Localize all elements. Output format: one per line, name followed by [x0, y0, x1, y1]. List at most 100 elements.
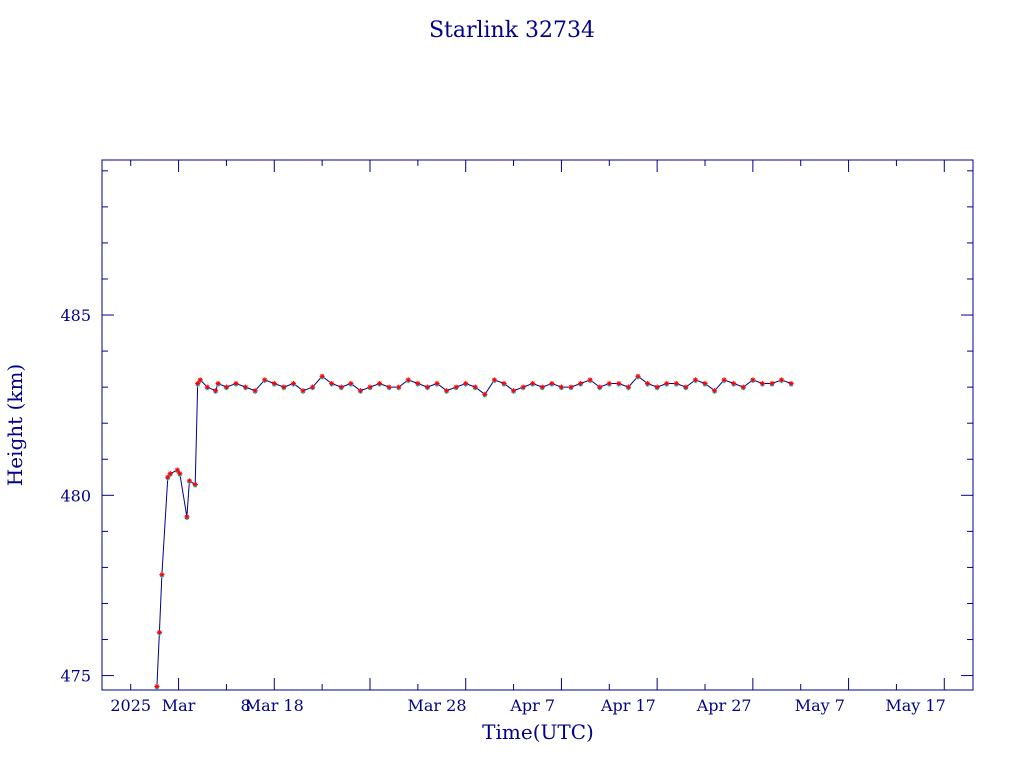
observed-point-stroke [233, 381, 239, 386]
observed-point [625, 384, 632, 390]
observed-point [530, 380, 536, 387]
observed-point-stroke [358, 388, 363, 393]
observed-point [242, 384, 249, 390]
observed-point [357, 388, 364, 394]
observed-point-stroke [731, 381, 736, 386]
observed-point [281, 384, 287, 390]
observed-point-stroke [635, 374, 641, 379]
observed-point [174, 467, 180, 473]
observed-point [271, 380, 277, 387]
observed-point [376, 380, 383, 387]
observed-point-stroke [626, 384, 631, 390]
observed-point-stroke [444, 388, 449, 393]
observed-point-stroke [453, 384, 459, 390]
x-tick-label: 8 [240, 696, 250, 715]
observed-point-stroke [213, 388, 218, 393]
observed-point-stroke [425, 384, 430, 390]
observed-point-stroke [193, 482, 198, 487]
observed-point-stroke [434, 381, 440, 386]
observed-point-stroke [664, 381, 669, 386]
observed-point-stroke [157, 630, 162, 635]
observed-point [252, 388, 258, 394]
observed-point [664, 380, 670, 387]
observed-point-stroke [415, 381, 421, 386]
observed-point-stroke [348, 381, 354, 386]
observed-point-stroke [530, 381, 535, 386]
x-tick-label: May 17 [885, 696, 945, 715]
observed-point-stroke [252, 388, 258, 393]
observed-point [740, 384, 746, 390]
observed-point-stroke [310, 384, 315, 390]
observed-point-stroke [195, 381, 200, 386]
observed-point [443, 388, 450, 394]
observed-point [721, 377, 727, 383]
observed-point [491, 377, 498, 383]
observed-point-stroke [281, 384, 287, 390]
observed-point [539, 384, 545, 390]
observed-point [558, 384, 565, 390]
observed-point-stroke [674, 381, 679, 386]
observed-point-stroke [473, 384, 478, 390]
observed-point-stroke [165, 475, 170, 480]
observed-point [300, 388, 306, 394]
observed-point-stroke [215, 381, 221, 386]
observed-point [233, 380, 239, 387]
observed-point [204, 384, 210, 390]
observed-point [711, 388, 718, 394]
observed-point-stroke [616, 381, 622, 386]
height-series-line [156, 375, 792, 687]
y-tick-label: 480 [60, 486, 91, 505]
observed-point-stroke [224, 384, 229, 390]
observed-point [184, 514, 190, 520]
observed-point-stroke [291, 381, 296, 386]
observed-point-stroke [205, 384, 210, 390]
observed-point-stroke [741, 384, 746, 390]
observed-point-stroke [367, 384, 373, 390]
observed-point [197, 377, 203, 383]
observed-point [386, 384, 392, 390]
observed-point [223, 384, 230, 390]
observed-point-stroke [779, 377, 784, 383]
observed-point-stroke [587, 377, 593, 383]
observed-point-stroke [339, 384, 344, 390]
observed-point-stroke [683, 384, 689, 390]
observed-point-stroke [300, 388, 306, 393]
observed-point-stroke [559, 384, 564, 390]
observed-point [463, 380, 469, 387]
observed-point-stroke [198, 377, 203, 383]
observed-point-stroke [540, 384, 545, 390]
observed-point [510, 388, 517, 394]
observed-point-stroke [578, 381, 583, 386]
observed-point-stroke [769, 381, 775, 386]
x-tick-label: Mar [162, 696, 196, 715]
observed-markers [154, 373, 794, 689]
y-tick-label: 485 [60, 306, 91, 325]
observed-point-stroke [377, 381, 382, 386]
observed-point [482, 391, 488, 397]
observed-point [692, 377, 699, 383]
observed-point [683, 384, 689, 390]
chart-title: Starlink 32734 [429, 18, 595, 43]
observed-point-stroke [243, 384, 248, 390]
observed-point-stroke [396, 384, 401, 390]
x-tick-label: 2025 [110, 696, 151, 715]
observed-point [338, 384, 344, 390]
observed-point [616, 380, 622, 387]
observed-point-stroke [159, 572, 165, 577]
observed-point-stroke [482, 392, 488, 397]
observed-point-stroke [329, 381, 334, 386]
observed-point-stroke [721, 377, 727, 383]
observed-point-stroke [702, 381, 708, 386]
observed-point [453, 384, 459, 390]
x-tick-label: Apr 7 [509, 696, 555, 715]
observed-point-stroke [568, 384, 574, 390]
observed-point-stroke [168, 471, 173, 476]
observed-point-stroke [520, 384, 526, 390]
observed-point [215, 380, 221, 387]
observed-point [759, 380, 766, 387]
observed-point [587, 377, 593, 383]
observed-point [731, 380, 737, 387]
observed-point [778, 377, 785, 383]
observed-point-stroke [177, 471, 182, 476]
